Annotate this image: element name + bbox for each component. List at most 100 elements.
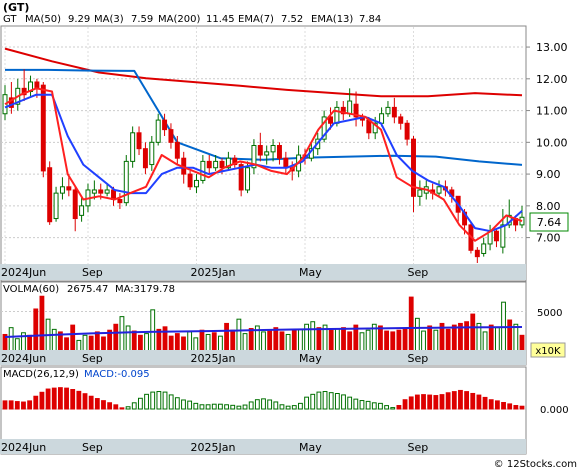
macd-x-axis: 2024Jun Sep 2025Jan May Sep (1, 441, 428, 454)
candle-body (334, 106, 340, 124)
x-axis-label: 2024Jun (1, 441, 46, 454)
macd-bar (236, 405, 242, 410)
macd-bar (76, 390, 82, 410)
price-legend-ema13-value: 7.84 (359, 14, 381, 25)
macd-bar (445, 392, 451, 410)
volume-bar (33, 308, 39, 355)
volume-ma-line (4, 326, 523, 338)
volume-unit-label: x10K (535, 346, 561, 357)
volume-ma-path (4, 326, 523, 338)
candle-body (40, 84, 46, 172)
price-legend-ema7-value: 7.52 (281, 14, 303, 25)
x-axis-label: 2024Jun (1, 352, 46, 365)
volume-bar (70, 324, 76, 355)
x-axis-label: 2024Jun (1, 266, 46, 279)
macd-bar (174, 397, 180, 410)
candle-body (238, 164, 244, 191)
macd-panel: 2024Jun Sep 2025Jan May Sep MACD(26,12,9) MA… (0, 366, 569, 455)
macd-bar (248, 401, 254, 410)
macd-bar (316, 391, 322, 410)
macd-bar (341, 394, 346, 410)
candle-body (206, 160, 212, 169)
macd-bar (458, 389, 463, 410)
volume-bar (408, 296, 414, 355)
volume-y-tick: 5000 (537, 308, 562, 319)
last-price-label: 7.64 (537, 216, 562, 229)
macd-bar (285, 405, 291, 410)
price-tick-label: 12.00 (536, 73, 568, 86)
price-legend: GT MA(50) 9.29 MA(3) 7.59 MA(200) 11.45 … (3, 14, 381, 25)
macd-bar (273, 401, 279, 410)
macd-bar (476, 394, 482, 410)
macd-bar (101, 400, 106, 410)
price-date-band (0, 264, 526, 280)
macd-bar (64, 387, 69, 410)
macd-bar (107, 402, 113, 410)
ma50-line (5, 68, 523, 166)
price-legend-ticker: GT (3, 14, 17, 25)
ema7-line (4, 87, 523, 242)
volume-bar (470, 313, 476, 355)
x-axis-label: Sep (407, 352, 428, 365)
volume-bar (451, 324, 457, 355)
volume-bar (507, 319, 513, 355)
x-axis-label: May (299, 352, 322, 365)
macd-bar (328, 392, 334, 410)
macd-bar (70, 389, 76, 410)
macd-bar (242, 404, 248, 410)
candle-body (385, 106, 391, 115)
candle-body (372, 122, 378, 134)
volume-legend-title: VOLMA(60) (3, 284, 59, 295)
macd-y-tick: 0.000 (540, 405, 569, 416)
macd-bar (396, 405, 402, 410)
macd-histogram (2, 387, 525, 410)
chart-symbol: (GT) (3, 1, 29, 14)
candle-body (66, 186, 72, 191)
candle-body (340, 106, 346, 115)
macd-bar (488, 399, 494, 410)
x-axis-label: May (299, 441, 322, 454)
volume-bar (414, 317, 420, 355)
price-legend-ema7-label: EMA(7) (238, 14, 274, 25)
macd-bar (507, 403, 513, 410)
macd-bar (224, 404, 229, 410)
candle-body (347, 100, 353, 115)
candle-body (162, 119, 168, 131)
candle-body (276, 145, 282, 159)
macd-bar (156, 391, 162, 410)
candle-body (417, 189, 423, 197)
volume-unit-box (530, 342, 566, 358)
candle-body (187, 173, 193, 188)
macd-bar (378, 402, 383, 410)
x-axis-label: Sep (407, 266, 428, 279)
macd-bar (230, 404, 236, 410)
x-axis-label: Sep (82, 441, 103, 454)
macd-bar (82, 393, 88, 410)
candle-body (328, 116, 333, 124)
candle-body (72, 189, 78, 220)
volume-bar (224, 322, 229, 355)
candle-body (213, 160, 219, 169)
macd-legend-title: MACD(26,12,9) (3, 369, 79, 380)
macd-bar (470, 392, 476, 410)
macd-bar (322, 391, 328, 410)
macd-bar (150, 391, 156, 410)
macd-bar (39, 391, 45, 410)
price-tick-label: 10.00 (536, 136, 568, 149)
volume-bar (488, 324, 494, 355)
macd-bar (267, 399, 273, 410)
candle-body (436, 186, 442, 194)
macd-bar (125, 406, 131, 410)
macd-bar (205, 404, 211, 410)
candle-body (91, 189, 97, 194)
volume-bar (119, 316, 125, 355)
price-panel: 13.00 12.00 11.00 10.00 9.00 8.00 7.00 2024Jun… (0, 14, 569, 282)
macd-bar (482, 396, 488, 410)
macd-bar (144, 393, 149, 410)
candle-body (398, 116, 404, 124)
price-legend-ma50-value: 9.29 (68, 14, 90, 25)
macd-bar (14, 401, 20, 410)
volume-bar (39, 295, 45, 355)
candle-body (404, 122, 410, 140)
